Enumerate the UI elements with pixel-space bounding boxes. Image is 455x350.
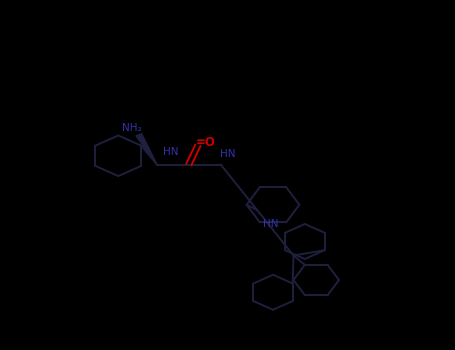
- Text: =O: =O: [196, 136, 216, 149]
- Text: HN: HN: [220, 149, 235, 159]
- Text: HN: HN: [163, 147, 178, 157]
- Text: NH₂: NH₂: [122, 123, 142, 133]
- Polygon shape: [136, 134, 157, 164]
- Text: HN: HN: [263, 219, 278, 229]
